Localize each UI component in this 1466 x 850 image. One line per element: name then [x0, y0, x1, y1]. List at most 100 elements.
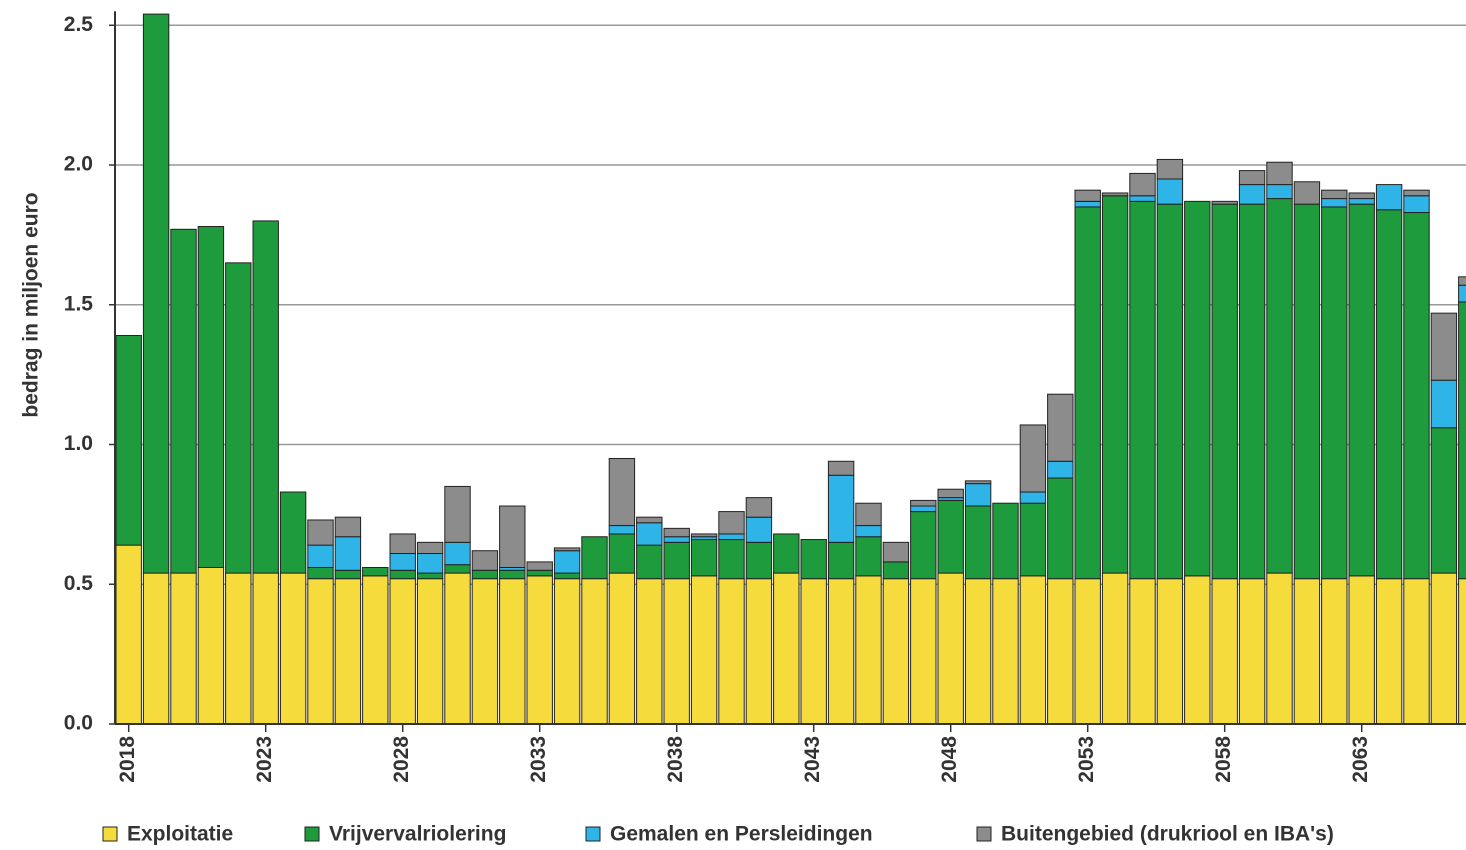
bar-segment [1019, 502, 1047, 577]
bar-segment [1074, 189, 1101, 202]
bar-segment [1184, 200, 1211, 577]
y-tick-label: 2.0 [64, 153, 93, 176]
bar-segment [279, 491, 307, 574]
bar-segment [581, 536, 608, 580]
bar-segment [827, 578, 855, 725]
y-tick-label: 1.5 [64, 292, 94, 315]
bar-segment [115, 335, 142, 546]
bar-segment [964, 505, 992, 580]
bar-segment [225, 572, 252, 725]
bar-segment [964, 578, 992, 725]
bar-segment [444, 485, 471, 543]
bar-segment [1211, 200, 1238, 205]
legend-label: Exploitatie [127, 823, 233, 846]
bar-segment [142, 13, 170, 574]
bar-segment [745, 541, 773, 580]
x-tick-label: 2053 [1075, 736, 1098, 783]
bar-segment [663, 527, 690, 538]
bar-segment [1430, 312, 1458, 381]
bar-segment [636, 544, 663, 580]
x-tick-label: 2063 [1349, 736, 1372, 783]
bar-segment [1101, 572, 1129, 725]
bar-segment [1293, 181, 1321, 205]
bar-segment [827, 460, 855, 476]
bar-segment [1047, 460, 1074, 479]
bar-segment [1074, 206, 1101, 580]
bar-segment [1019, 575, 1047, 725]
y-tick-label: 2.5 [64, 13, 94, 36]
bar-segment [1156, 203, 1184, 580]
bar-segment [471, 569, 499, 580]
bar-segment [718, 511, 745, 535]
bar-segment [718, 578, 745, 725]
bar-segment [225, 262, 252, 574]
x-tick-label: 2033 [527, 736, 550, 783]
x-tick-label: 2018 [116, 736, 139, 783]
bar-segment [499, 505, 526, 568]
bar-segment [416, 553, 444, 574]
bar-segment [389, 569, 416, 580]
bar-segment [855, 536, 882, 577]
bar-segment [499, 578, 526, 725]
bar-segment [252, 220, 279, 574]
bar-segment [636, 578, 663, 725]
bar-segment [1047, 578, 1074, 725]
bar-segment [1129, 172, 1156, 197]
bar-segment [307, 519, 334, 546]
bar-segment [910, 505, 937, 513]
y-tick-label: 0.5 [64, 572, 94, 595]
bar-segment [1129, 195, 1156, 202]
bar-segment [718, 533, 745, 541]
bar-segment [1348, 203, 1375, 577]
bar-segment [1238, 184, 1266, 205]
bar-segment [718, 539, 745, 580]
bar-segment [827, 541, 855, 580]
bar-segment [334, 516, 362, 538]
bar-segment [690, 533, 718, 538]
bar-segment [362, 566, 389, 577]
bar-segment [827, 474, 855, 543]
bar-segment [416, 541, 444, 555]
bar-segment [663, 541, 690, 580]
x-tick-label: 2058 [1212, 736, 1235, 783]
bar-segment [690, 539, 718, 577]
legend-swatch [304, 826, 320, 842]
bar-segment [1019, 424, 1047, 493]
bar-segment [362, 575, 389, 725]
bar-segment [1266, 198, 1293, 574]
bar-segment [855, 575, 882, 725]
bar-segment [800, 539, 827, 580]
bar-segment [1019, 491, 1047, 504]
bar-segment [307, 578, 334, 725]
bar-segment [1348, 198, 1375, 205]
x-tick-label: 2048 [938, 736, 961, 783]
bar-segment [334, 536, 362, 571]
bar-segment [663, 536, 690, 543]
bar-segment [252, 572, 279, 725]
bar-segment [1266, 161, 1293, 186]
bar-segment [1403, 212, 1430, 580]
bar-segment [745, 497, 773, 518]
bar-segment [197, 226, 225, 568]
bar-segment [1348, 575, 1375, 725]
bar-segment [1266, 572, 1293, 725]
bar-segment [1321, 189, 1348, 200]
bar-segment [882, 561, 910, 580]
bar-segment [1403, 189, 1430, 197]
bar-segment [1403, 578, 1430, 725]
bar-segment [334, 569, 362, 580]
bar-segment [636, 516, 663, 524]
bar-segment [608, 533, 636, 574]
bar-segment [1293, 203, 1321, 580]
legend-label: Buitengebied (drukriool en IBA's) [1001, 823, 1334, 846]
bar-segment [992, 578, 1019, 725]
bar-segment [1321, 578, 1348, 725]
bar-segment [170, 572, 197, 725]
bar-segment [608, 572, 636, 725]
bar-segment [1211, 203, 1238, 580]
bar-segment [745, 578, 773, 725]
bar-segment [1047, 477, 1074, 580]
bar-segment [1375, 184, 1403, 211]
x-tick-label: 2028 [390, 736, 413, 783]
